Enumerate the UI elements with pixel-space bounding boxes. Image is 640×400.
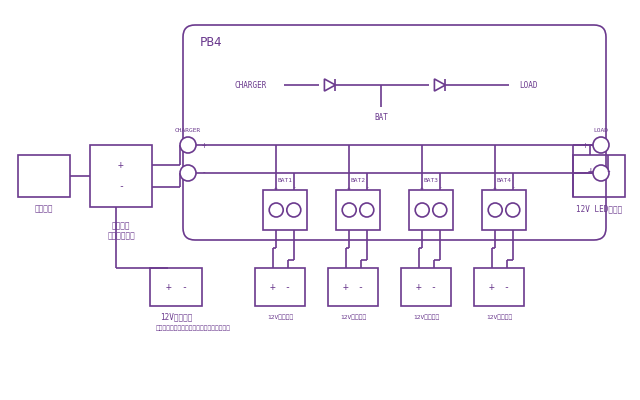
Text: CHARGER: CHARGER [235,80,267,90]
Circle shape [287,203,301,217]
Circle shape [180,165,196,181]
Bar [474,268,524,306]
Circle shape [593,165,609,181]
Text: -: - [582,168,588,178]
Text: -: - [431,282,436,292]
Text: +: + [582,140,588,150]
Text: -: - [366,186,369,190]
Bar [255,268,305,306]
Text: BAT4: BAT4 [497,178,511,182]
Bar [328,268,378,306]
Circle shape [488,203,502,217]
Text: +: + [492,186,496,190]
Text: +: + [342,282,348,292]
Bar [263,190,307,230]
Circle shape [180,137,196,153]
Circle shape [593,137,609,153]
Text: BAT2: BAT2 [351,178,365,182]
Text: LOAD: LOAD [593,128,609,132]
Text: -: - [181,282,187,292]
Text: +: + [346,186,350,190]
Text: -: - [504,282,509,292]
Bar [18,155,70,197]
Text: （コントローラ駆動用が電源が必要な場合）: （コントローラ駆動用が電源が必要な場合） [156,325,231,331]
Text: +: + [273,186,277,190]
Text: 12V邉蓄電池: 12V邉蓄電池 [340,314,366,320]
Text: 12V LEDライト: 12V LEDライト [576,204,622,214]
Circle shape [269,203,283,217]
Text: LOAD: LOAD [520,80,538,90]
Text: -: - [605,166,611,176]
Circle shape [433,203,447,217]
Text: -: - [293,186,296,190]
Text: -: - [118,182,124,192]
Text: -: - [358,282,364,292]
Text: +: + [118,160,124,170]
Bar [336,190,380,230]
Bar [482,190,526,230]
Bar [150,268,202,306]
Text: 12V邉蓄電池: 12V邉蓄電池 [413,314,439,320]
Text: 12V邉蓄電池: 12V邉蓄電池 [486,314,512,320]
Text: PB4: PB4 [200,36,222,50]
Text: +: + [419,186,423,190]
Text: +: + [488,282,495,292]
Bar [90,145,152,207]
Bar [573,155,625,197]
Text: -: - [202,168,206,178]
Text: +: + [202,140,206,150]
Bar [409,190,453,230]
Text: 12V邉蓄電池: 12V邉蓄電池 [160,312,192,322]
Text: 太陽電池
コントローラ: 太陽電池 コントローラ [107,221,135,240]
Text: -: - [439,186,442,190]
Circle shape [342,203,356,217]
Text: +: + [269,282,275,292]
Text: BAT3: BAT3 [424,178,438,182]
Text: -: - [285,282,291,292]
Text: BAT1: BAT1 [278,178,292,182]
Text: BAT: BAT [374,112,388,122]
Text: +: + [588,166,593,176]
Circle shape [415,203,429,217]
Circle shape [360,203,374,217]
Text: 太陽電池: 太陽電池 [35,204,53,214]
Bar [401,268,451,306]
Circle shape [506,203,520,217]
Text: +: + [165,282,171,292]
Text: -: - [512,186,516,190]
Text: +: + [415,282,421,292]
Text: 12V邉蓄電池: 12V邉蓄電池 [267,314,293,320]
Text: CHARGER: CHARGER [175,128,201,132]
